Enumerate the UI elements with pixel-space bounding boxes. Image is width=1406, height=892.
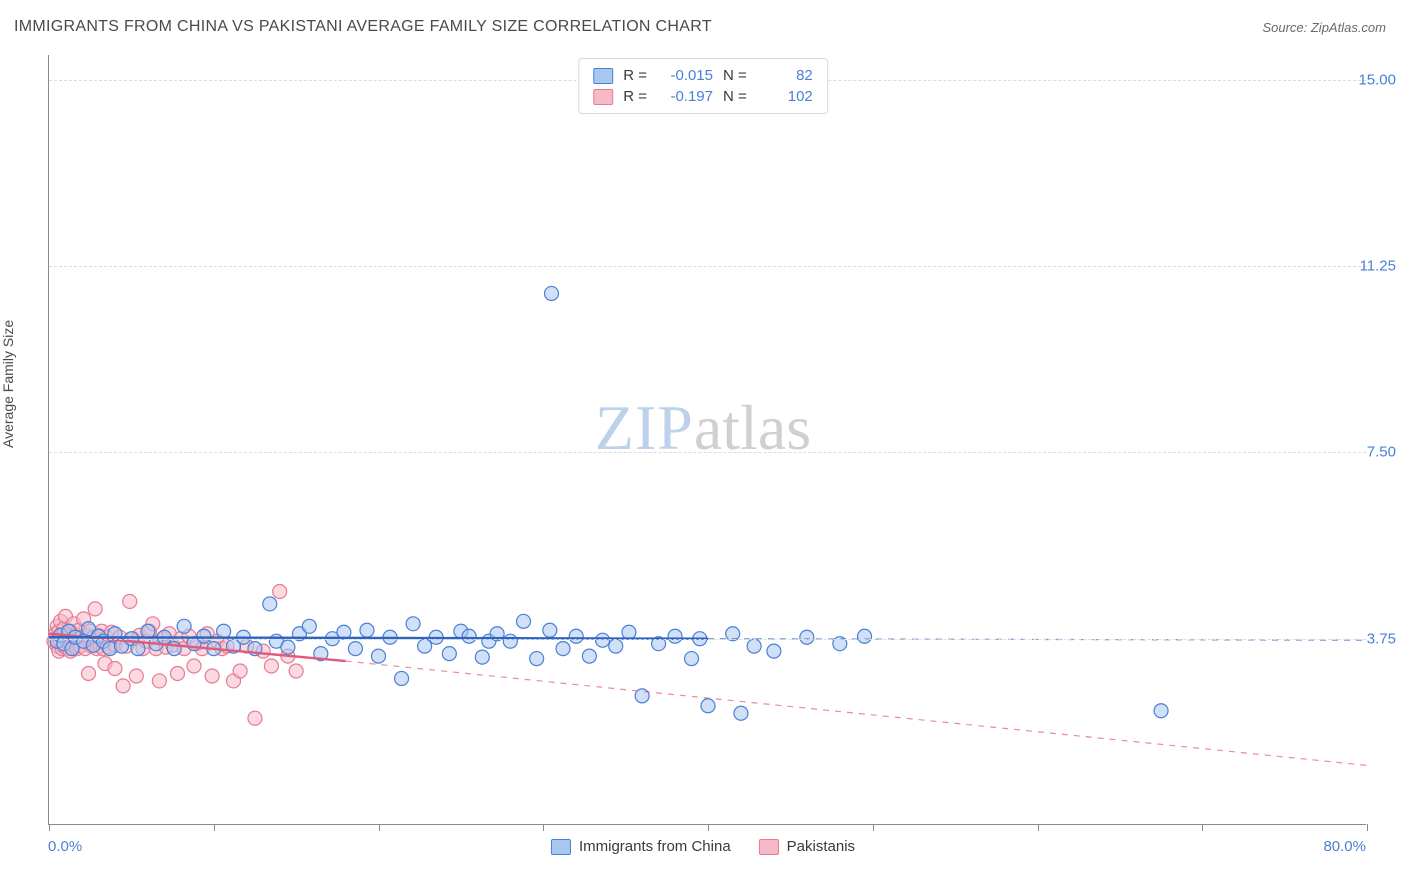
- data-point-pakistan: [289, 664, 303, 678]
- data-point-china: [263, 597, 277, 611]
- r-label: R =: [623, 88, 647, 105]
- x-tick-mark: [214, 824, 215, 831]
- swatch-china-bottom: [551, 839, 571, 855]
- data-point-pakistan: [129, 669, 143, 683]
- data-point-china: [197, 629, 211, 643]
- data-point-china: [516, 614, 530, 628]
- legend-label-china: Immigrants from China: [579, 838, 731, 855]
- x-axis-min-label: 0.0%: [48, 838, 82, 855]
- swatch-pakistan-bottom: [759, 839, 779, 855]
- gridline: [49, 452, 1366, 453]
- data-point-china: [609, 639, 623, 653]
- data-point-china: [302, 619, 316, 633]
- data-point-pakistan: [108, 662, 122, 676]
- trendline-dashed-pakistan: [346, 661, 1367, 765]
- plot-area: [48, 55, 1366, 825]
- series-legend: Immigrants from China Pakistanis: [551, 838, 855, 855]
- data-point-china: [217, 624, 231, 638]
- data-point-china: [1154, 704, 1168, 718]
- correlation-legend: R = -0.015 N = 82 R = -0.197 N = 102: [578, 58, 828, 114]
- data-point-pakistan: [171, 666, 185, 680]
- legend-row-pakistan: R = -0.197 N = 102: [593, 86, 813, 107]
- data-point-china: [569, 629, 583, 643]
- data-point-china: [800, 630, 814, 644]
- legend-row-china: R = -0.015 N = 82: [593, 65, 813, 86]
- data-point-china: [360, 623, 374, 637]
- data-point-china: [747, 639, 761, 653]
- data-point-china: [544, 286, 558, 300]
- y-tick-label: 7.50: [1367, 444, 1396, 461]
- data-point-china: [530, 652, 544, 666]
- data-point-china: [348, 642, 362, 656]
- data-point-pakistan: [123, 594, 137, 608]
- data-point-china: [622, 625, 636, 639]
- x-tick-mark: [379, 824, 380, 831]
- data-point-pakistan: [264, 659, 278, 673]
- n-value-pakistan: 102: [757, 88, 813, 105]
- data-point-china: [177, 619, 191, 633]
- data-point-pakistan: [187, 659, 201, 673]
- y-tick-label: 11.25: [1360, 258, 1396, 275]
- x-tick-mark: [873, 824, 874, 831]
- legend-label-pakistan: Pakistanis: [787, 838, 855, 855]
- source-attribution: Source: ZipAtlas.com: [1262, 20, 1386, 35]
- data-point-china: [442, 647, 456, 661]
- x-tick-mark: [1202, 824, 1203, 831]
- chart-svg: [49, 55, 1366, 824]
- data-point-china: [131, 642, 145, 656]
- r-label: R =: [623, 67, 647, 84]
- data-point-china: [543, 623, 557, 637]
- x-tick-mark: [1038, 824, 1039, 831]
- gridline: [49, 266, 1366, 267]
- swatch-china: [593, 68, 613, 84]
- data-point-china: [475, 650, 489, 664]
- data-point-china: [503, 634, 517, 648]
- legend-item-pakistan: Pakistanis: [759, 838, 855, 855]
- data-point-pakistan: [233, 664, 247, 678]
- data-point-pakistan: [88, 602, 102, 616]
- data-point-china: [596, 633, 610, 647]
- data-point-china: [372, 649, 386, 663]
- r-value-pakistan: -0.197: [657, 88, 713, 105]
- y-tick-label: 3.75: [1367, 630, 1396, 647]
- legend-item-china: Immigrants from China: [551, 838, 731, 855]
- source-prefix: Source:: [1262, 20, 1310, 35]
- data-point-china: [281, 640, 295, 654]
- data-point-china: [418, 639, 432, 653]
- swatch-pakistan: [593, 89, 613, 105]
- data-point-pakistan: [116, 679, 130, 693]
- n-label: N =: [723, 67, 747, 84]
- n-label: N =: [723, 88, 747, 105]
- source-name: ZipAtlas.com: [1311, 20, 1386, 35]
- y-axis-title: Average Family Size: [0, 320, 16, 448]
- x-tick-mark: [49, 824, 50, 831]
- data-point-china: [701, 699, 715, 713]
- x-axis-max-label: 80.0%: [1323, 838, 1366, 855]
- data-point-china: [556, 642, 570, 656]
- data-point-china: [141, 624, 155, 638]
- data-point-china: [406, 617, 420, 631]
- n-value-china: 82: [757, 67, 813, 84]
- data-point-pakistan: [248, 711, 262, 725]
- x-tick-mark: [1367, 824, 1368, 831]
- x-tick-mark: [543, 824, 544, 831]
- gridline: [49, 639, 1366, 640]
- data-point-china: [668, 629, 682, 643]
- data-point-pakistan: [152, 674, 166, 688]
- data-point-pakistan: [205, 669, 219, 683]
- data-point-china: [582, 649, 596, 663]
- r-value-china: -0.015: [657, 67, 713, 84]
- x-tick-mark: [708, 824, 709, 831]
- data-point-china: [734, 706, 748, 720]
- data-point-china: [395, 671, 409, 685]
- data-point-china: [767, 644, 781, 658]
- y-tick-label: 15.00: [1358, 71, 1396, 88]
- data-point-china: [685, 652, 699, 666]
- data-point-china: [462, 629, 476, 643]
- chart-title: IMMIGRANTS FROM CHINA VS PAKISTANI AVERA…: [14, 18, 712, 36]
- data-point-pakistan: [273, 585, 287, 599]
- data-point-pakistan: [82, 666, 96, 680]
- data-point-china: [858, 629, 872, 643]
